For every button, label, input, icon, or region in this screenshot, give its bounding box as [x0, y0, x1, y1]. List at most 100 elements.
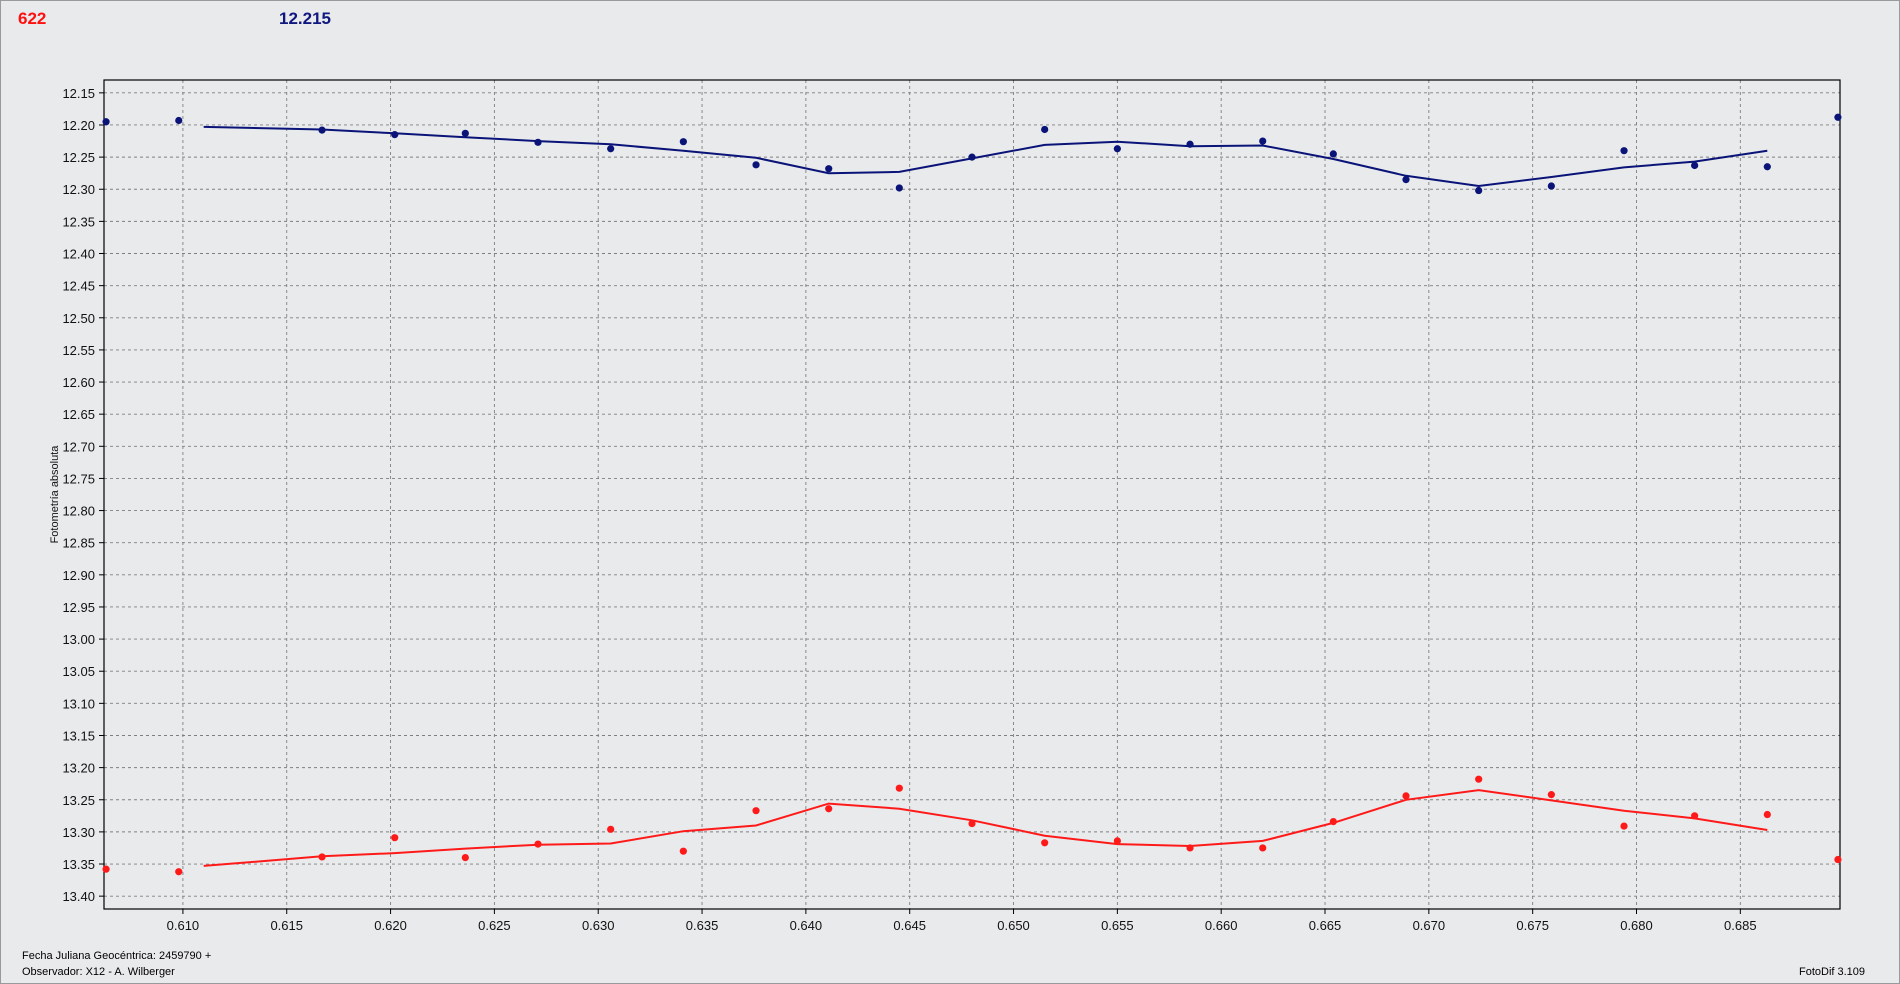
series-blue	[102, 113, 1842, 195]
y-axis-label: Fotometría absoluta	[49, 445, 61, 544]
x-tick-label: 0.630	[582, 918, 615, 933]
x-tick-label: 0.665	[1309, 918, 1342, 933]
data-point	[1041, 125, 1049, 134]
data-point	[461, 129, 469, 137]
data-point	[391, 834, 399, 842]
y-tick-label: 12.80	[62, 504, 95, 519]
data-point	[607, 825, 615, 833]
y-tick-label: 12.45	[62, 279, 95, 294]
y-tick-label: 13.00	[62, 632, 95, 647]
y-tick-label: 12.70	[62, 439, 95, 454]
data-point	[1259, 844, 1267, 852]
data-point	[1547, 182, 1555, 190]
data-point	[1547, 791, 1555, 799]
data-point	[1259, 137, 1267, 145]
data-point	[1402, 792, 1410, 800]
plot-border	[103, 79, 1841, 910]
y-tick-label: 13.10	[62, 696, 95, 711]
data-point	[318, 853, 326, 861]
data-point	[1329, 818, 1337, 826]
data-point	[752, 807, 760, 815]
x-tick-label: 0.640	[790, 918, 823, 933]
x-tick-label: 0.615	[270, 918, 303, 933]
data-point	[1834, 113, 1842, 121]
data-point	[825, 805, 833, 813]
data-point	[607, 145, 615, 153]
header-red-value: 622	[18, 9, 47, 28]
data-point	[752, 161, 760, 169]
data-point	[1329, 150, 1337, 158]
data-point	[1402, 176, 1410, 184]
x-tick-label: 0.685	[1724, 918, 1757, 933]
y-tick-label: 13.25	[62, 793, 95, 808]
trend-line	[203, 789, 1768, 867]
y-tick-label: 13.05	[62, 664, 95, 679]
data-point	[1475, 186, 1483, 195]
julian-date-label: Fecha Juliana Geocéntrica: 2459790 +	[22, 950, 212, 962]
y-tick-label: 12.40	[62, 247, 95, 262]
y-tick-label: 13.40	[62, 889, 95, 904]
data-point	[679, 847, 687, 855]
x-tick-label: 0.625	[478, 918, 511, 933]
data-point	[175, 868, 183, 876]
y-tick-label: 12.90	[62, 568, 95, 583]
y-tick-label: 12.55	[62, 343, 95, 358]
y-tick-label: 12.30	[62, 182, 95, 197]
data-point	[1113, 145, 1121, 153]
y-tick-label: 13.20	[62, 761, 95, 776]
y-tick-label: 12.20	[62, 118, 95, 133]
data-point	[461, 853, 469, 862]
y-tick-label: 12.35	[62, 214, 95, 229]
x-tick-label: 0.620	[374, 918, 407, 933]
data-point	[534, 138, 542, 146]
version-label: FotoDif 3.109	[1799, 966, 1866, 978]
x-tick-label: 0.645	[893, 918, 926, 933]
y-tick-label: 12.25	[62, 150, 95, 165]
x-tick-label: 0.680	[1620, 918, 1653, 933]
data-point	[825, 165, 833, 173]
data-point	[1834, 855, 1842, 864]
data-point	[1113, 837, 1121, 845]
data-point	[1041, 839, 1049, 847]
x-tick-label: 0.655	[1101, 918, 1134, 933]
y-tick-label: 12.75	[62, 471, 95, 486]
data-point	[534, 840, 542, 848]
data-point	[102, 118, 110, 126]
trend-line	[203, 125, 1768, 188]
data-point	[1186, 844, 1194, 852]
data-point	[895, 784, 903, 792]
data-point	[1620, 147, 1628, 155]
y-tick-label: 13.35	[62, 857, 95, 872]
data-point	[391, 131, 399, 139]
y-tick-label: 12.60	[62, 375, 95, 390]
data-point	[102, 865, 110, 873]
data-point	[1691, 161, 1699, 170]
data-point	[1763, 810, 1771, 819]
data-point	[175, 116, 183, 125]
data-point	[1475, 775, 1483, 783]
y-tick-label: 12.15	[62, 86, 95, 101]
x-tick-label: 0.650	[997, 918, 1030, 933]
y-tick-label: 12.50	[62, 311, 95, 326]
y-tick-label: 12.65	[62, 407, 95, 422]
data-point	[679, 138, 687, 146]
y-tick-label: 12.95	[62, 600, 95, 615]
x-tick-label: 0.610	[167, 918, 200, 933]
y-tick-label: 12.85	[62, 536, 95, 551]
data-point	[1691, 812, 1699, 820]
data-point	[318, 126, 326, 134]
data-point	[968, 153, 976, 161]
data-point	[1763, 163, 1771, 171]
x-tick-label: 0.670	[1413, 918, 1446, 933]
data-point	[895, 184, 903, 192]
x-tick-label: 0.660	[1205, 918, 1238, 933]
data-point	[1620, 822, 1628, 830]
y-tick-label: 13.15	[62, 728, 95, 743]
data-point	[968, 819, 976, 828]
x-tick-label: 0.635	[686, 918, 719, 933]
series-red	[102, 775, 1842, 876]
x-tick-label: 0.675	[1516, 918, 1549, 933]
observer-label: Observador: X12 - A. Wilberger	[22, 966, 175, 978]
data-point	[1186, 140, 1194, 148]
